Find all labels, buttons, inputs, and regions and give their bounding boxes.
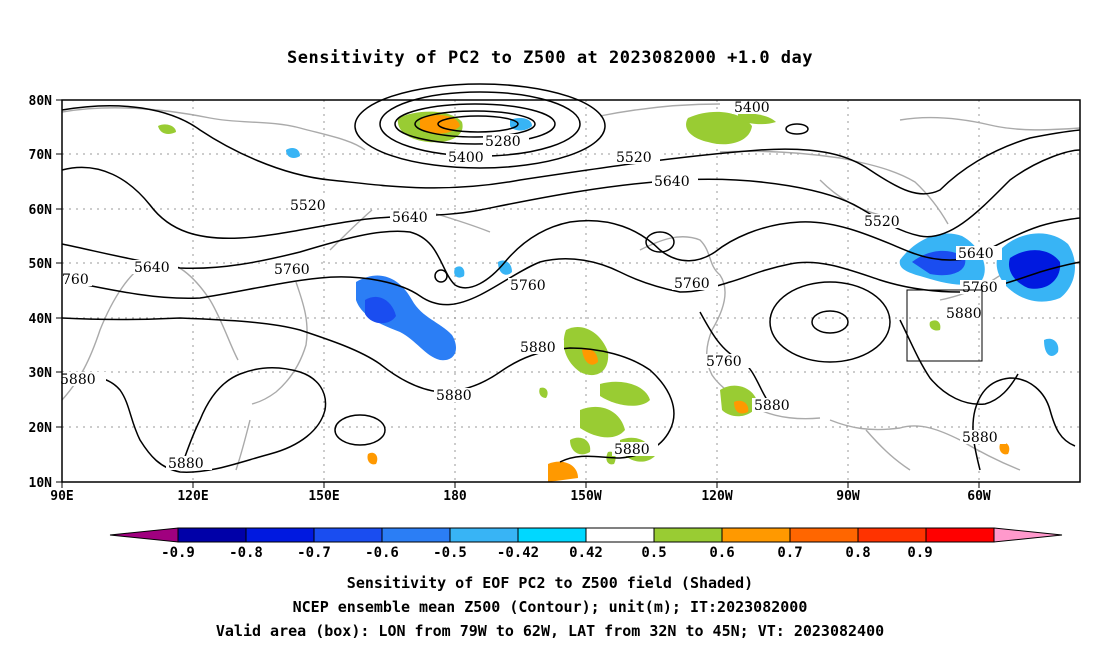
contour-label-5880-h: 5880: [962, 430, 998, 446]
colorbar-segment: [721, 527, 791, 543]
contour-label-5880-f: 5880: [754, 398, 790, 414]
colorbar-label: -0.6: [365, 545, 399, 561]
lon-label: 180: [443, 489, 467, 504]
colorbar-label: -0.7: [297, 545, 331, 561]
lat-label: 80N: [29, 94, 53, 109]
lon-label: 150E: [308, 489, 339, 504]
colorbar-segment: [857, 527, 927, 543]
colorbar-label: 0.6: [709, 545, 734, 561]
contour-label-5880-a: 5880: [520, 340, 556, 356]
coastlines: [61, 103, 1081, 471]
contour-label-5880-b: 5880: [436, 388, 472, 404]
contour-label-5880-e: 5880: [614, 442, 650, 458]
latitude-labels: 80N 70N 60N 50N 40N 30N 20N 10N: [29, 94, 53, 491]
lat-label: 40N: [29, 312, 53, 327]
contour-label-5640-b: 5640: [392, 210, 428, 226]
colorbar-label: -0.9: [161, 545, 195, 561]
contour-label-5520-b: 5520: [290, 198, 326, 214]
lon-label: 60W: [967, 489, 991, 504]
footer-line-3: Valid area (box): LON from 79W to 62W, L…: [215, 622, 885, 640]
lon-label: 120E: [177, 489, 208, 504]
lon-label: 150W: [570, 489, 601, 504]
lon-label: 90W: [836, 489, 860, 504]
contour-label-5400-north: 5400: [734, 100, 770, 116]
colorbar-label: -0.5: [433, 545, 467, 561]
gridlines: [62, 100, 1080, 482]
lat-label: 70N: [29, 148, 53, 163]
lat-label: 60N: [29, 203, 53, 218]
contour-label-5640-c: 5640: [134, 260, 170, 276]
contour-label-5520-a: 5520: [616, 150, 652, 166]
colorbar-label: -0.42: [497, 545, 539, 561]
lat-label: 10N: [29, 476, 53, 491]
footer-line-1: Sensitivity of EOF PC2 to Z500 field (Sh…: [346, 574, 754, 592]
contour-label-5640-a: 5640: [654, 174, 690, 190]
colorbar-segment: [517, 527, 587, 543]
contour-label-5880-d: 5880: [168, 456, 204, 472]
longitude-labels: 90E 120E 150E 180 150W 120W 90W 60W: [50, 489, 991, 504]
contour-label-5760-c: 5760: [674, 276, 710, 292]
contour-label-5880-g: 5880: [946, 306, 982, 322]
contour-label-5760-e: 5760: [962, 280, 998, 296]
colorbar-label: 0.42: [569, 545, 603, 561]
contour-label-5520-c: 5520: [864, 214, 900, 230]
lon-label: 90E: [50, 489, 73, 504]
colorbar-label: 0.9: [907, 545, 932, 561]
colorbar-segment: [653, 527, 723, 543]
colorbar-label: 0.7: [777, 545, 802, 561]
colorbar-segment: [449, 527, 519, 543]
colorbar-segment: [925, 527, 995, 543]
shaded-sensitivity: [158, 111, 1075, 482]
colorbar-segment: [789, 527, 859, 543]
colorbar-label: -0.8: [229, 545, 263, 561]
contour-label-5400: 5400: [448, 150, 484, 166]
colorbar-segment: [245, 527, 315, 543]
axis-ticks: [56, 99, 980, 488]
colorbar-segment: [313, 527, 383, 543]
contour-label-5280: 5280: [485, 134, 521, 150]
colorbar-labels: -0.9 -0.8 -0.7 -0.6 -0.5 -0.42 0.42 0.5 …: [161, 545, 933, 561]
colorbar-label: 0.8: [845, 545, 870, 561]
lat-label: 30N: [29, 366, 53, 381]
chart-title: Sensitivity of PC2 to Z500 at 2023082000…: [286, 48, 813, 68]
colorbar-segment: [109, 527, 179, 543]
contour-label-5760-d: 5760: [706, 354, 742, 370]
contour-label-5880-c: 5880: [60, 372, 96, 388]
colorbar-segment: [993, 527, 1063, 543]
lat-label: 20N: [29, 421, 53, 436]
colorbar-segment: [381, 527, 451, 543]
colorbar-segment: [177, 527, 247, 543]
footer-line-2: NCEP ensemble mean Z500 (Contour); unit(…: [292, 598, 808, 616]
map-frame: [61, 99, 1081, 483]
contour-labels: 5400 5280 5400 5520 5520 5520 5640 5640 …: [60, 100, 1006, 472]
contour-label-760-edge: 760: [62, 272, 89, 288]
lon-label: 120W: [701, 489, 732, 504]
colorbar: [109, 527, 1063, 543]
colorbar-label: 0.5: [641, 545, 666, 561]
contour-label-5760-b: 5760: [510, 278, 546, 294]
lat-label: 50N: [29, 257, 53, 272]
valid-area-box: [906, 289, 983, 362]
contour-label-5640-d: 5640: [958, 246, 994, 262]
contour-label-5760-a: 5760: [274, 262, 310, 278]
colorbar-segment: [585, 527, 655, 543]
